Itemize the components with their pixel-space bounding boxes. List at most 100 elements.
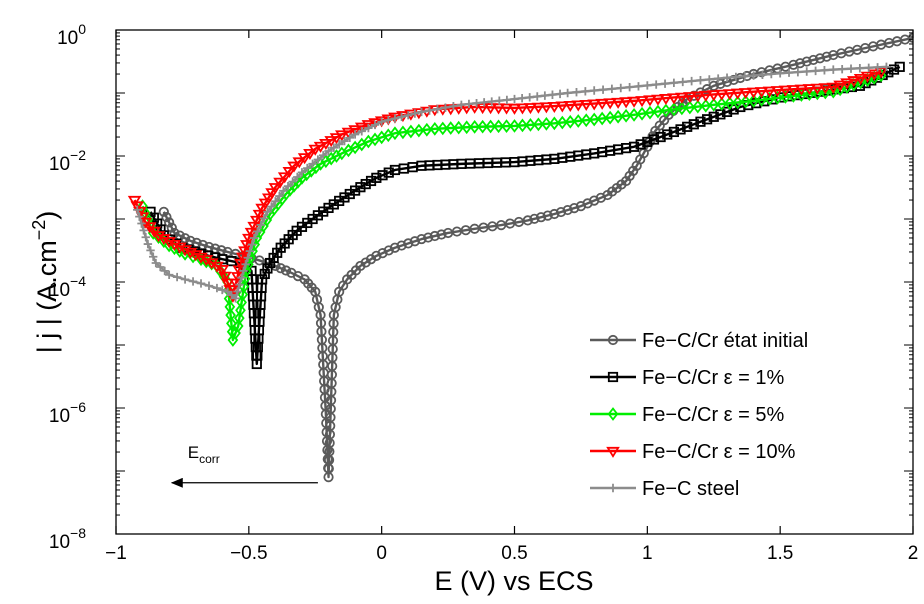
data-point	[405, 124, 417, 139]
data-point	[542, 210, 553, 221]
data-point	[453, 120, 465, 135]
x-tick-label: 0.5	[501, 543, 527, 564]
data-point	[708, 97, 720, 112]
series-3	[137, 68, 887, 347]
data-point	[308, 144, 323, 156]
data-point	[441, 103, 450, 112]
data-point	[218, 285, 227, 295]
data-point	[253, 227, 262, 236]
data-point	[678, 77, 687, 87]
data-point	[549, 116, 560, 131]
data-point	[675, 92, 689, 104]
legend-item-1: Fe−C/Cr état initial	[590, 330, 808, 352]
data-point	[226, 316, 237, 331]
data-point	[535, 212, 547, 223]
data-point	[164, 270, 174, 280]
data-point	[232, 319, 244, 333]
data-point	[603, 98, 617, 110]
data-point	[183, 247, 198, 259]
data-point	[684, 100, 696, 115]
data-point	[293, 172, 302, 182]
data-point	[700, 98, 712, 113]
data-point	[501, 119, 512, 133]
data-point	[297, 153, 312, 165]
x-tick-label: 2	[908, 543, 919, 564]
data-point	[457, 100, 466, 109]
data-point	[802, 84, 817, 96]
data-point	[509, 119, 520, 133]
data-point	[324, 146, 333, 156]
data-point	[340, 136, 349, 146]
data-point	[280, 265, 292, 276]
data-point	[233, 287, 242, 296]
data-point	[252, 209, 267, 221]
data-point	[714, 89, 729, 101]
data-point	[370, 120, 380, 130]
data-point	[708, 111, 719, 122]
data-point	[244, 227, 259, 239]
data-point	[867, 69, 882, 81]
data-point	[436, 229, 447, 240]
y-tick-base: 10	[57, 28, 78, 49]
y-tick-exp: −6	[70, 399, 86, 415]
data-point	[569, 203, 580, 214]
data-point	[687, 76, 696, 86]
data-point	[794, 58, 806, 69]
data-point	[263, 207, 272, 217]
legend-item-4: Fe−C/Cr ε = 10%	[590, 441, 796, 463]
data-point	[499, 103, 514, 115]
x-tick-label: 1	[642, 543, 653, 564]
data-point	[364, 123, 373, 133]
data-point	[676, 101, 688, 116]
data-point	[355, 182, 366, 193]
data-point	[282, 167, 297, 179]
data-point	[194, 252, 208, 264]
data-point	[390, 114, 400, 123]
data-point	[345, 133, 354, 142]
data-point	[360, 178, 371, 190]
data-point	[261, 193, 276, 205]
data-point	[495, 96, 504, 105]
y-tick-label: 100	[57, 21, 86, 49]
data-point	[247, 221, 261, 233]
data-point	[652, 104, 664, 119]
data-point	[397, 125, 409, 140]
data-point	[635, 96, 649, 108]
data-point	[662, 129, 673, 140]
data-point	[708, 80, 719, 91]
data-point	[587, 99, 602, 111]
data-point	[275, 191, 284, 201]
data-point	[888, 64, 900, 75]
data-point	[425, 106, 434, 115]
data-point	[642, 136, 653, 148]
data-point	[178, 245, 192, 257]
data-point	[236, 295, 247, 310]
data-point	[756, 93, 767, 107]
data-point	[243, 253, 252, 262]
data-point	[475, 103, 490, 115]
data-point	[487, 97, 496, 106]
data-point	[389, 242, 401, 253]
data-point	[628, 107, 640, 122]
data-point	[588, 112, 600, 127]
data-point	[698, 90, 713, 102]
data-point	[313, 141, 328, 153]
data-point	[224, 299, 236, 314]
data-point	[833, 80, 847, 92]
data-point	[357, 127, 366, 136]
data-point	[257, 274, 268, 285]
legend-label: Fe−C/Cr ε = 10%	[642, 441, 796, 463]
data-point	[329, 133, 344, 145]
data-point	[762, 86, 777, 98]
data-point	[267, 202, 276, 211]
data-point	[564, 114, 576, 129]
data-point	[873, 63, 882, 72]
data-point	[628, 141, 640, 152]
data-point	[479, 98, 489, 107]
data-point	[808, 54, 819, 66]
data-point	[127, 195, 142, 207]
data-point	[659, 94, 673, 106]
data-point	[692, 99, 704, 114]
data-point	[767, 69, 776, 79]
